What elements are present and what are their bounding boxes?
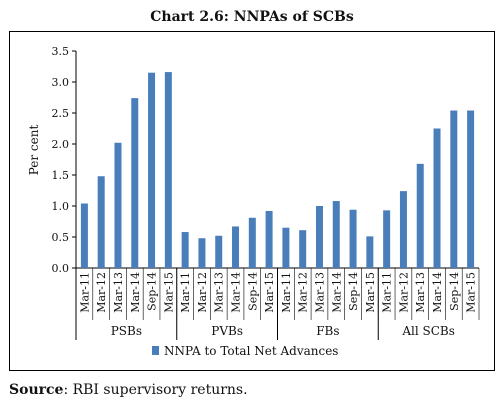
bar bbox=[282, 227, 290, 268]
bar bbox=[299, 230, 307, 268]
bar bbox=[97, 176, 105, 268]
x-tick-label: Sep-14 bbox=[448, 272, 461, 311]
x-axis-ticks: Mar-11 Mar-12 Mar-13 Mar-14 Sep-14 Mar-15 Mar-… bbox=[78, 268, 480, 320]
x-tick-label: Mar-12 bbox=[397, 272, 410, 313]
y-tick-label: 0.0 bbox=[52, 262, 70, 275]
bar bbox=[164, 72, 172, 268]
x-tick-label: Mar-14 bbox=[129, 272, 142, 313]
y-tick-label: 3.5 bbox=[52, 45, 70, 58]
x-tick-label: Mar-13 bbox=[414, 272, 427, 313]
chart-legend: NNPA to Total Net Advances bbox=[152, 344, 338, 358]
x-tick-label: Mar-12 bbox=[297, 272, 310, 313]
x-group-label: FBs bbox=[316, 324, 339, 338]
x-tick-label: Mar-13 bbox=[313, 272, 326, 313]
bar bbox=[131, 98, 139, 269]
x-tick-label: Sep-14 bbox=[246, 272, 259, 311]
x-group-label: PVBs bbox=[211, 324, 243, 338]
bar bbox=[215, 235, 223, 268]
bar bbox=[399, 191, 407, 268]
bar bbox=[349, 209, 357, 268]
y-tick-label: 2.5 bbox=[52, 107, 70, 120]
bar bbox=[248, 217, 256, 268]
chart-bars bbox=[80, 72, 475, 269]
x-tick-label: Mar-11 bbox=[381, 272, 394, 313]
chart-frame bbox=[9, 31, 495, 371]
legend-label: NNPA to Total Net Advances bbox=[164, 344, 338, 358]
x-tick-label: Mar-14 bbox=[330, 272, 343, 313]
x-group-label: PSBs bbox=[111, 324, 142, 338]
bar bbox=[433, 128, 441, 268]
bar bbox=[315, 206, 323, 268]
x-tick-label: Mar-11 bbox=[78, 272, 91, 313]
bar bbox=[383, 210, 391, 268]
y-axis-label: Per cent bbox=[27, 125, 41, 176]
x-axis-groups: PSBs PVBs FBs All SCBs bbox=[75, 268, 455, 340]
x-tick-label: Mar-13 bbox=[213, 272, 226, 313]
y-tick-label: 0.5 bbox=[52, 231, 70, 244]
bar bbox=[265, 210, 273, 268]
source-label: Source bbox=[9, 382, 64, 398]
bar bbox=[181, 232, 189, 268]
x-tick-label: Mar-11 bbox=[280, 272, 293, 313]
x-group-label: All SCBs bbox=[401, 324, 455, 338]
x-tick-label: Mar-14 bbox=[431, 272, 444, 313]
bar bbox=[198, 238, 206, 268]
x-tick-label: Sep-14 bbox=[347, 272, 360, 311]
x-tick-label: Mar-12 bbox=[196, 272, 209, 313]
bar bbox=[232, 226, 240, 268]
bar bbox=[416, 163, 424, 268]
bar bbox=[450, 110, 458, 269]
bar bbox=[366, 236, 374, 268]
y-tick-label: 1.5 bbox=[52, 169, 70, 182]
bar bbox=[332, 201, 340, 268]
bar bbox=[467, 110, 475, 269]
y-tick-label: 3.0 bbox=[52, 76, 70, 89]
x-tick-label: Mar-15 bbox=[162, 272, 175, 313]
x-tick-label: Mar-12 bbox=[95, 272, 108, 313]
x-tick-label: Mar-11 bbox=[179, 272, 192, 313]
source-text: : RBI supervisory returns. bbox=[63, 382, 248, 398]
chart-title: Chart 2.6: NNPAs of SCBs bbox=[150, 9, 354, 25]
x-tick-label: Mar-15 bbox=[364, 272, 377, 313]
x-tick-label: Mar-13 bbox=[112, 272, 125, 313]
legend-swatch bbox=[152, 346, 159, 355]
x-tick-label: Sep-14 bbox=[146, 272, 159, 311]
bar bbox=[114, 142, 122, 268]
y-tick-label: 2.0 bbox=[52, 138, 70, 151]
x-tick-label: Mar-15 bbox=[465, 272, 478, 313]
bar bbox=[80, 203, 88, 268]
x-tick-label: Mar-15 bbox=[263, 272, 276, 313]
bar bbox=[148, 72, 156, 268]
source-note: Source: RBI supervisory returns. bbox=[9, 382, 248, 398]
y-axis-ticks: 0.0 0.5 1.0 1.5 2.0 2.5 3.0 3.5 bbox=[52, 45, 76, 275]
y-tick-label: 1.0 bbox=[52, 200, 70, 213]
x-tick-label: Mar-14 bbox=[230, 272, 243, 313]
